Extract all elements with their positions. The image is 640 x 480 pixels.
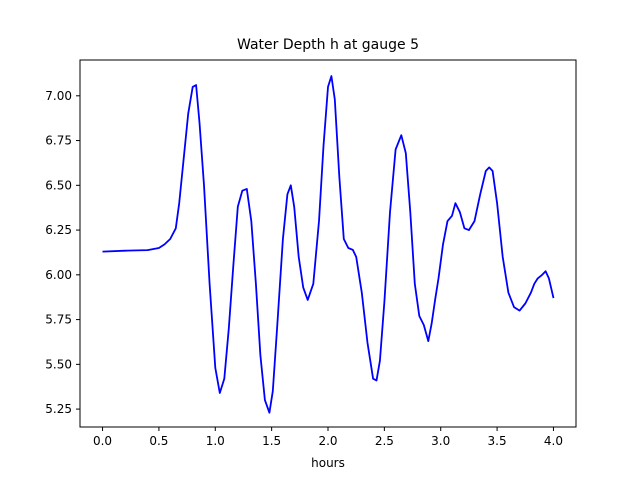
y-tick-label: 5.25 xyxy=(45,402,72,416)
x-tick-label: 3.0 xyxy=(431,434,450,448)
x-tick-label: 2.0 xyxy=(318,434,337,448)
chart-title: Water Depth h at gauge 5 xyxy=(237,37,419,53)
x-tick-label: 0.0 xyxy=(93,434,112,448)
x-tick-label: 4.0 xyxy=(544,434,563,448)
y-tick-label: 6.25 xyxy=(45,223,72,237)
y-tick-label: 5.50 xyxy=(45,357,72,371)
x-tick-label: 0.5 xyxy=(149,434,168,448)
x-axis-label: hours xyxy=(311,456,345,470)
y-tick-label: 6.50 xyxy=(45,178,72,192)
y-tick-label: 6.00 xyxy=(45,268,72,282)
x-tick-label: 2.5 xyxy=(375,434,394,448)
x-tick-label: 1.0 xyxy=(206,434,225,448)
x-tick-label: 1.5 xyxy=(262,434,281,448)
x-tick-label: 3.5 xyxy=(488,434,507,448)
y-tick-label: 6.75 xyxy=(45,134,72,148)
series-line-1 xyxy=(102,75,555,414)
y-tick-label: 7.00 xyxy=(45,89,72,103)
y-tick-label: 5.75 xyxy=(45,313,72,327)
plot-area: 0.0 0.5 1.0 1.5 2.0 2.5 3.0 3.5 4.0 5.25 5.50 5.75 6… xyxy=(45,59,577,448)
